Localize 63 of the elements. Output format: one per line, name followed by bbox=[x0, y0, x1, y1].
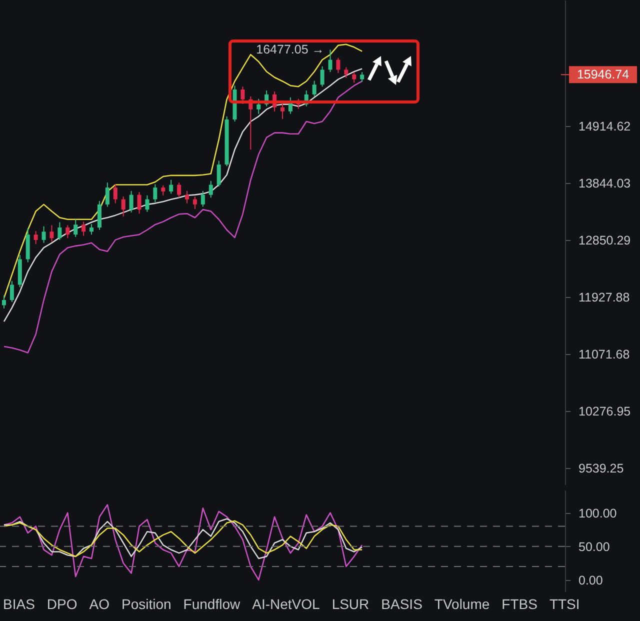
candlestick bbox=[10, 280, 14, 302]
text: TTSI bbox=[549, 596, 580, 612]
candlestick bbox=[280, 103, 284, 120]
y-tick-label: 9539.25 bbox=[578, 462, 624, 476]
candlestick bbox=[66, 224, 70, 239]
y-tick-label: 11071.68 bbox=[578, 347, 630, 362]
candlestick bbox=[177, 182, 182, 198]
annotation: 16477.05 → bbox=[256, 42, 324, 57]
text: TVolume bbox=[434, 596, 490, 612]
candlestick bbox=[169, 179, 174, 194]
candlestick bbox=[145, 194, 150, 212]
y-tick-label: 13844.03 bbox=[578, 176, 631, 190]
line-series bbox=[3, 44, 363, 299]
y-tick-label: 14914.62 bbox=[578, 119, 631, 134]
text: BASIS bbox=[381, 596, 422, 612]
y-tick-label: 12850.29 bbox=[578, 233, 631, 248]
candlestick bbox=[42, 226, 46, 244]
y-tick-label: 10276.95 bbox=[578, 404, 631, 418]
text: Fundflow bbox=[183, 596, 240, 612]
candlestick bbox=[137, 192, 142, 214]
candlestick bbox=[344, 66, 348, 78]
candlestick bbox=[200, 190, 205, 208]
candlestick bbox=[320, 66, 324, 88]
candlestick bbox=[352, 72, 356, 84]
candlestick bbox=[216, 160, 221, 187]
candlestick bbox=[360, 72, 364, 82]
line-series bbox=[3, 68, 363, 322]
candlestick bbox=[105, 182, 110, 208]
candlestick bbox=[58, 222, 62, 240]
candlestick bbox=[153, 184, 158, 203]
line-series bbox=[3, 504, 363, 581]
candlestick bbox=[312, 80, 316, 97]
y-tick-label: 100.00 bbox=[578, 506, 617, 520]
text: Position bbox=[121, 596, 172, 612]
candlestick bbox=[74, 218, 78, 238]
y-tick-label: 50.00 bbox=[578, 540, 610, 554]
candlestick bbox=[90, 224, 94, 236]
candlestick bbox=[256, 98, 261, 114]
candlestick bbox=[208, 180, 213, 198]
candlestick bbox=[336, 57, 340, 74]
candlestick bbox=[97, 200, 102, 230]
text: 15946.74 bbox=[576, 68, 630, 82]
candlestick bbox=[185, 190, 190, 204]
text: FTBS bbox=[502, 596, 538, 612]
candlestick bbox=[50, 224, 54, 242]
candlestick bbox=[192, 196, 197, 210]
candlestick bbox=[34, 230, 38, 245]
candlestick bbox=[129, 190, 134, 213]
candlestick bbox=[113, 184, 118, 204]
candlestick bbox=[161, 184, 166, 196]
candlestick bbox=[240, 86, 245, 104]
y-tick-label: 0.00 bbox=[578, 573, 603, 588]
y-tick-label: 11927.88 bbox=[578, 290, 630, 304]
text: DPO bbox=[46, 596, 78, 612]
text: AI-NetVOL bbox=[252, 596, 320, 612]
candlestick bbox=[328, 49, 332, 73]
text: AO bbox=[89, 596, 110, 612]
candlestick bbox=[82, 221, 86, 236]
candlestick bbox=[2, 295, 6, 309]
candlestick bbox=[121, 196, 126, 217]
text: LSUR bbox=[332, 596, 370, 612]
text: BIAS bbox=[3, 596, 35, 612]
line-series bbox=[3, 80, 363, 354]
